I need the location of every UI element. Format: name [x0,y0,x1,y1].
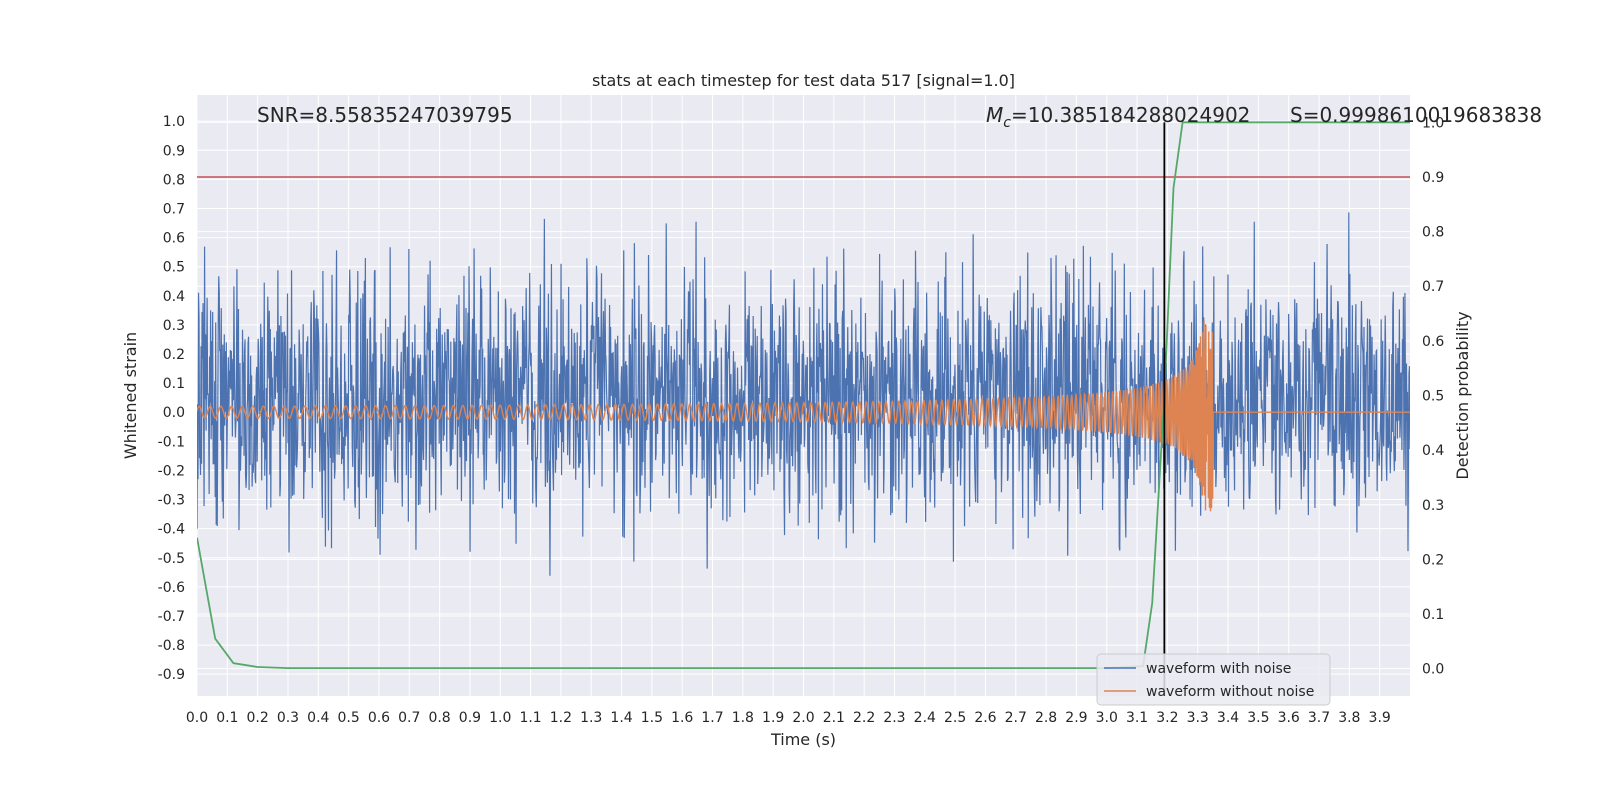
y-tick-label: 0.8 [163,172,185,188]
y2-tick-label: 0.6 [1422,334,1444,350]
mc-value: =10.385184288024902 [1011,103,1250,127]
y-tick-label: 0.1 [163,376,185,392]
x-tick-label: 0.9 [459,710,481,726]
y2-tick-label: 0.5 [1422,389,1444,405]
mc-subscript: c [1003,115,1011,131]
x-tick-label: 1.4 [610,710,632,726]
y2-tick-label: 1.0 [1422,115,1444,131]
x-tick-label: 1.5 [641,710,663,726]
x-tick-label: 3.6 [1278,710,1300,726]
x-tick-label: 0.6 [368,710,390,726]
x-tick-label: 0.0 [186,710,208,726]
x-tick-label: 3.4 [1217,710,1239,726]
y-tick-label: 0.2 [163,347,185,363]
x-tick-label: 1.3 [580,710,602,726]
x-tick-label: 1.8 [732,710,754,726]
x-tick-label: 3.7 [1308,710,1330,726]
y-tick-label: 1.0 [163,114,185,130]
x-axis-label: Time (s) [770,730,836,749]
legend-label-noise: waveform with noise [1146,661,1291,677]
x-tick-label: 2.0 [792,710,814,726]
x-tick-label: 2.1 [823,710,845,726]
y2-tick-label: 0.7 [1422,279,1444,295]
x-tick-label: 1.6 [671,710,693,726]
x-tick-label: 2.5 [944,710,966,726]
y-tick-label: 0.5 [163,260,185,276]
clean-waveform-line [197,320,1410,512]
chart-title: stats at each timestep for test data 517… [592,71,1015,90]
y-tick-label: -0.3 [158,493,185,509]
y2-axis-ticks: 0.0 0.1 0.2 0.3 0.4 0.5 0.6 0.7 0.8 0.9 1.0 [1422,115,1444,677]
y-tick-label: -0.5 [158,551,185,567]
x-tick-label: 2.8 [1035,710,1057,726]
y-axis-label: Whitened strain [121,332,140,459]
y-tick-label: -0.2 [158,463,185,479]
x-tick-label: 3.8 [1338,710,1360,726]
y-tick-label: 0.0 [163,405,185,421]
legend: waveform with noise waveform without noi… [1096,653,1331,706]
y2-tick-label: 0.9 [1422,170,1444,186]
x-tick-label: 0.3 [277,710,299,726]
y-tick-label: -0.7 [158,609,185,625]
x-tick-label: 3.0 [1096,710,1118,726]
y-tick-label: -0.4 [158,522,185,538]
x-tick-label: 0.2 [247,710,269,726]
x-tick-label: 2.9 [1065,710,1087,726]
y2-tick-label: 0.8 [1422,225,1444,241]
y-tick-label: -0.6 [158,580,185,596]
x-tick-label: 3.2 [1156,710,1178,726]
x-tick-label: 1.2 [550,710,572,726]
legend-label-clean: waveform without noise [1146,684,1314,700]
x-axis-ticks: 0.0 0.1 0.2 0.3 0.4 0.5 0.6 0.7 0.8 0.9 1.0 1.1 1.2 1… [186,710,1391,726]
y-tick-label: -0.8 [158,638,185,654]
snr-annotation: SNR=8.55835247039795 [257,103,513,127]
x-tick-label: 0.1 [216,710,238,726]
x-tick-label: 3.5 [1247,710,1269,726]
y2-tick-label: 0.0 [1422,662,1444,678]
legend-box [1096,653,1331,706]
y-tick-label: 0.4 [163,289,185,305]
x-tick-label: 1.0 [489,710,511,726]
x-tick-label: 2.4 [914,710,936,726]
x-tick-label: 0.8 [428,710,450,726]
y2-tick-label: 0.2 [1422,552,1444,568]
y-axis-ticks: -0.9 -0.8 -0.7 -0.6 -0.5 -0.4 -0.3 -0.2 -0.1 0.0 0… [158,114,185,683]
x-tick-label: 3.1 [1126,710,1148,726]
x-tick-label: 1.9 [762,710,784,726]
x-tick-label: 2.2 [853,710,875,726]
y-tick-label: 0.6 [163,231,185,247]
x-tick-label: 2.3 [883,710,905,726]
y-tick-label: -0.9 [158,667,185,683]
chirp-mass-annotation: Mc=10.385184288024902 [986,103,1250,131]
x-tick-label: 1.1 [519,710,541,726]
y-tick-label: 0.7 [163,202,185,218]
x-tick-label: 0.4 [307,710,329,726]
x-tick-label: 0.7 [398,710,420,726]
x-tick-label: 0.5 [337,710,359,726]
mc-symbol: M [986,103,1003,127]
x-tick-label: 2.6 [974,710,996,726]
y2-tick-label: 0.1 [1422,607,1444,623]
y-tick-label: -0.1 [158,434,185,450]
x-tick-label: 1.7 [701,710,723,726]
x-tick-label: 3.3 [1187,710,1209,726]
statistic-annotation: S=0.9998610019683838 [1290,103,1542,127]
x-tick-label: 3.9 [1369,710,1391,726]
y2-tick-label: 0.3 [1422,498,1444,514]
x-tick-label: 2.7 [1005,710,1027,726]
y-tick-label: 0.3 [163,318,185,334]
y-tick-label: 0.9 [163,143,185,159]
y2-tick-label: 0.4 [1422,443,1444,459]
y2-axis-label: Detection probability [1453,311,1472,479]
